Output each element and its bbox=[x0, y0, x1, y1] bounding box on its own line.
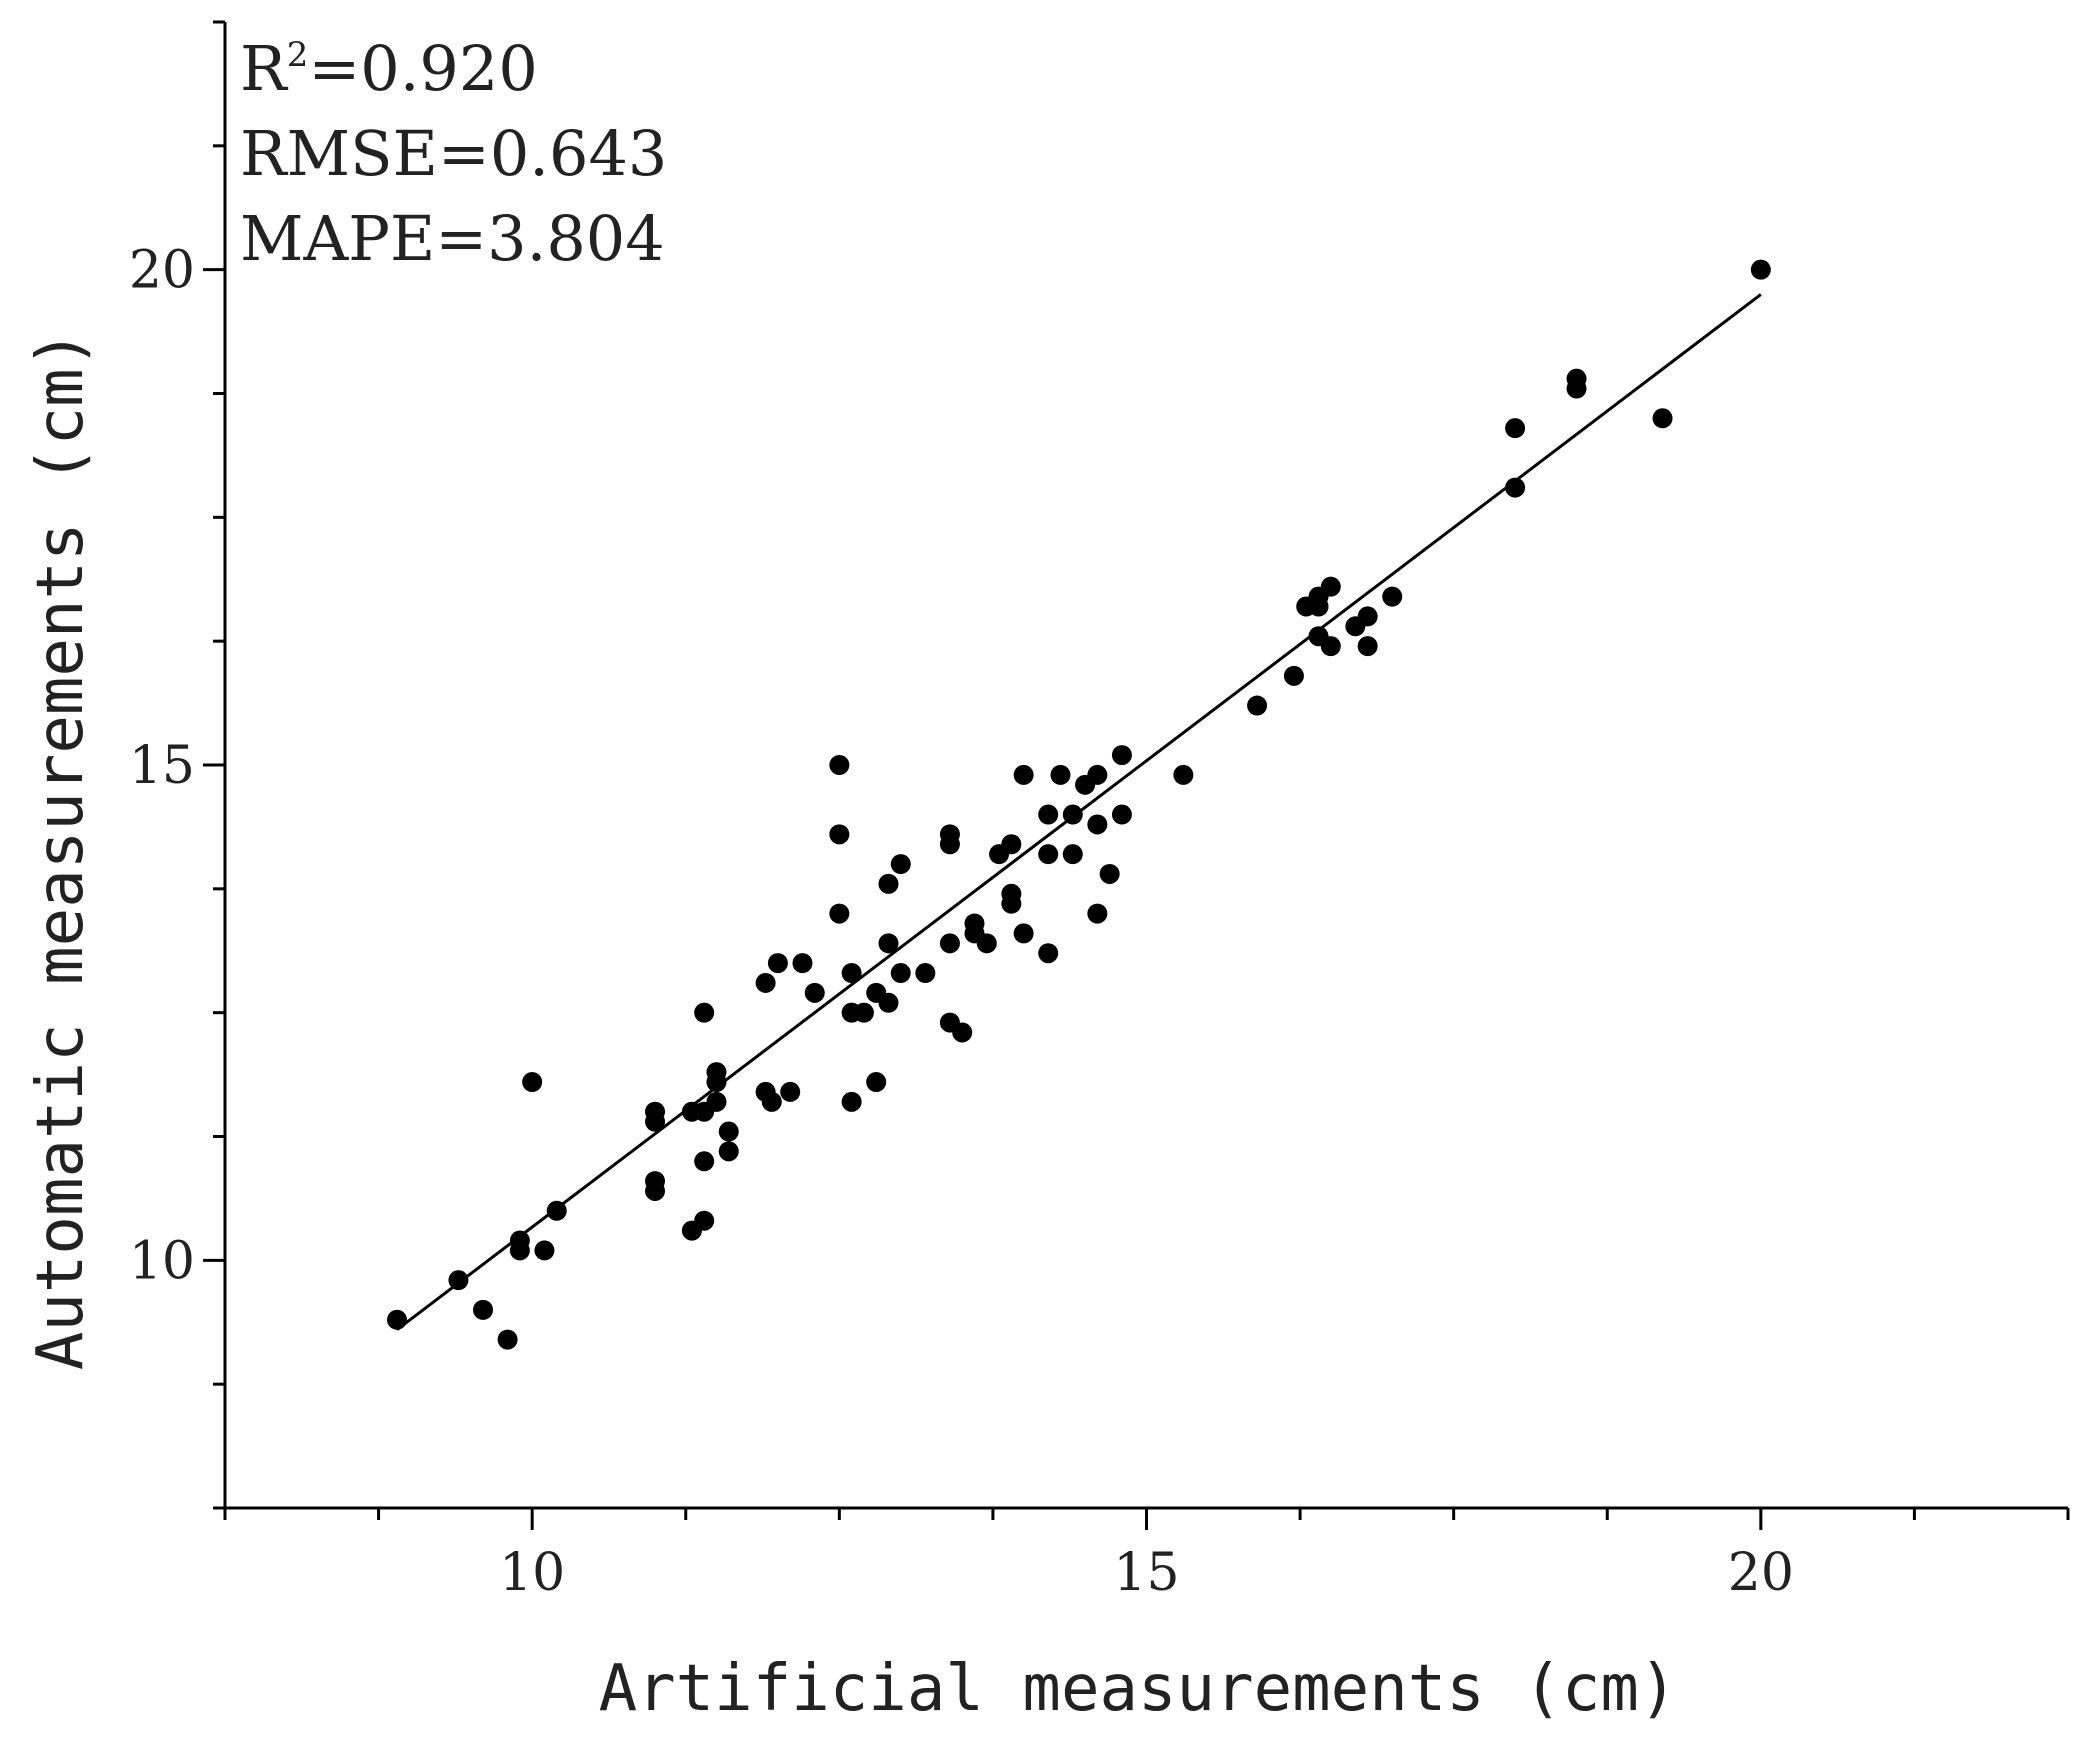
data-point bbox=[706, 1072, 727, 1093]
data-point bbox=[1013, 764, 1034, 785]
data-point bbox=[1001, 893, 1022, 914]
data-point bbox=[1038, 844, 1059, 865]
data-point bbox=[1247, 695, 1268, 716]
data-point bbox=[509, 1230, 530, 1251]
data-point bbox=[939, 933, 960, 954]
data-point bbox=[767, 953, 788, 974]
data-point bbox=[1062, 844, 1083, 865]
stat-rmse-label: RMSE bbox=[240, 117, 438, 190]
data-point bbox=[448, 1270, 469, 1291]
stat-mape-label: MAPE bbox=[240, 202, 435, 275]
data-point bbox=[1087, 764, 1108, 785]
stat-mape-value: =3.804 bbox=[435, 202, 664, 275]
data-point bbox=[952, 1022, 973, 1043]
data-point bbox=[976, 933, 997, 954]
data-point bbox=[1038, 804, 1059, 825]
stat-r2-superscript: 2 bbox=[287, 35, 309, 75]
data-point bbox=[1099, 863, 1120, 884]
data-point bbox=[546, 1200, 567, 1221]
data-point bbox=[1357, 636, 1378, 657]
data-point bbox=[1382, 586, 1403, 607]
data-point bbox=[761, 1091, 782, 1112]
data-point bbox=[915, 963, 936, 984]
data-point bbox=[534, 1240, 555, 1261]
data-points bbox=[387, 259, 1771, 1350]
data-point bbox=[1566, 378, 1587, 399]
data-point bbox=[387, 1309, 408, 1330]
data-point bbox=[1505, 477, 1526, 498]
data-point bbox=[706, 1091, 727, 1112]
data-point bbox=[1320, 636, 1341, 657]
data-point bbox=[829, 903, 850, 924]
x-axis-title: Artificial measurements (cm) bbox=[599, 1652, 1678, 1726]
y-axis-title: Automatic measurements (cm) bbox=[24, 330, 98, 1370]
data-point bbox=[841, 1091, 862, 1112]
data-point bbox=[694, 1151, 715, 1172]
data-point bbox=[1050, 764, 1071, 785]
data-point bbox=[1505, 418, 1526, 439]
data-point bbox=[829, 824, 850, 845]
data-point bbox=[1062, 804, 1083, 825]
data-point bbox=[866, 1072, 887, 1093]
data-point bbox=[1001, 834, 1022, 855]
ticks: 10 15 20 10 15 20 bbox=[129, 20, 2070, 1603]
data-point bbox=[1111, 745, 1132, 766]
data-point bbox=[1087, 903, 1108, 924]
data-point bbox=[853, 1002, 874, 1023]
stat-r2: R2=0.920 bbox=[240, 32, 538, 105]
data-point bbox=[694, 1210, 715, 1231]
stat-rmse-value: =0.643 bbox=[438, 117, 667, 190]
data-point bbox=[755, 972, 776, 993]
data-point bbox=[829, 755, 850, 775]
y-tick-label: 15 bbox=[129, 736, 195, 796]
data-point bbox=[841, 963, 862, 984]
data-point bbox=[804, 982, 825, 1003]
data-point bbox=[694, 1002, 715, 1023]
data-point bbox=[1320, 576, 1341, 597]
x-tick-label: 15 bbox=[1113, 1543, 1179, 1603]
data-point bbox=[1283, 665, 1304, 686]
data-point bbox=[522, 1072, 543, 1093]
x-tick-label: 20 bbox=[1728, 1543, 1794, 1603]
data-point bbox=[1357, 606, 1378, 627]
data-point bbox=[878, 992, 899, 1013]
data-point bbox=[890, 963, 911, 984]
x-tick-label: 10 bbox=[499, 1543, 565, 1603]
stat-r2-value: =0.920 bbox=[308, 32, 537, 105]
data-point bbox=[718, 1121, 739, 1142]
data-point bbox=[1652, 408, 1673, 429]
stat-r2-label: R bbox=[240, 32, 289, 105]
data-point bbox=[878, 933, 899, 954]
data-point bbox=[939, 834, 960, 855]
data-point bbox=[1087, 814, 1108, 835]
data-point bbox=[645, 1101, 666, 1122]
data-point bbox=[473, 1299, 494, 1320]
data-point bbox=[645, 1171, 666, 1192]
stat-rmse: RMSE=0.643 bbox=[240, 117, 667, 190]
data-point bbox=[878, 873, 899, 894]
y-tick-label: 20 bbox=[129, 241, 195, 301]
data-point bbox=[792, 953, 813, 974]
data-point bbox=[1111, 804, 1132, 825]
data-point bbox=[497, 1329, 518, 1350]
data-point bbox=[1750, 259, 1771, 280]
data-point bbox=[1173, 764, 1194, 785]
data-point bbox=[1013, 923, 1034, 944]
data-point bbox=[780, 1081, 801, 1102]
statistics-annotation: R2=0.920 RMSE=0.643 MAPE=3.804 bbox=[240, 32, 667, 275]
stat-mape: MAPE=3.804 bbox=[240, 202, 665, 275]
data-point bbox=[718, 1141, 739, 1162]
data-point bbox=[1038, 943, 1059, 964]
data-point bbox=[890, 854, 911, 875]
y-tick-label: 10 bbox=[129, 1231, 195, 1291]
